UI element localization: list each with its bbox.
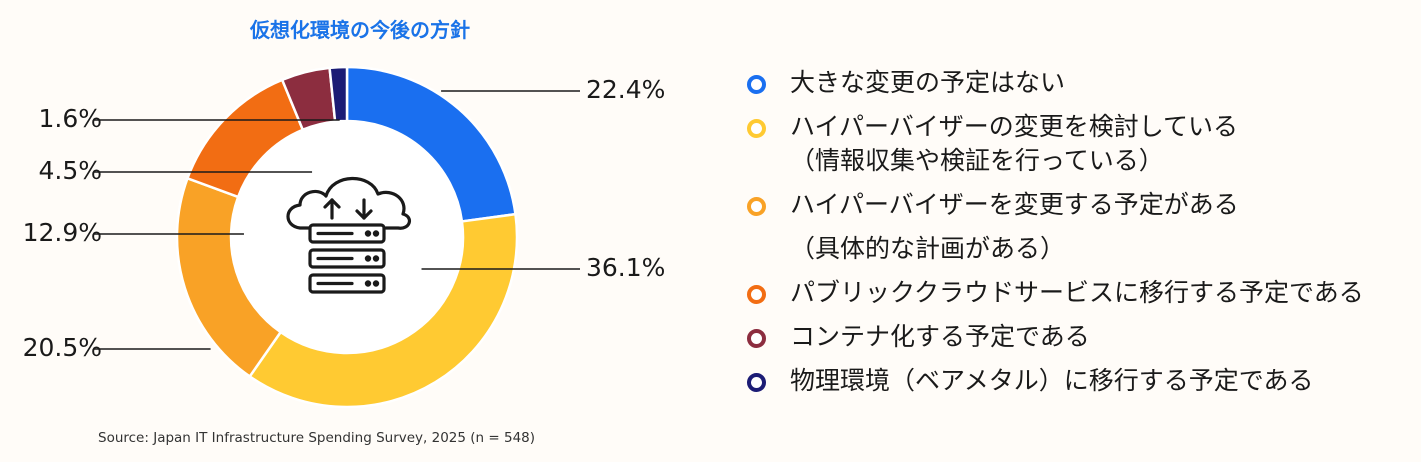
legend-item: ハイパーバイザーの変更を検討している （情報収集や検証を行っている） [744,110,1414,178]
data-label: 12.9% [23,218,102,247]
legend-item: パブリッククラウドサービスに移行する予定である [744,276,1414,310]
cloud-server-icon [286,176,412,294]
legend-item: コンテナ化する予定である [744,320,1414,354]
chart-title: 仮想化環境の今後の方針 [250,18,470,42]
legend-label: ハイパーバイザーを変更する予定がある [790,190,1239,219]
data-label: 4.5% [38,156,102,185]
legend-label: 物理環境（ベアメタル）に移行する予定である [790,366,1314,395]
legend-label: ハイパーバイザーの変更を検討している [790,112,1239,141]
legend-item: 物理環境（ベアメタル）に移行する予定である [744,364,1414,398]
legend-label: （情報収集や検証を行っている） [790,146,1164,175]
donut-chart: 22.4% 36.1% 20.5% 12.9% 4.5% 1.6% [23,65,666,409]
legend-marker-icon [747,197,766,216]
legend-marker-icon [747,329,766,348]
data-labels: 22.4% 36.1% 20.5% 12.9% 4.5% 1.6% [23,75,666,362]
legend-label: 大きな変更の予定はない [790,68,1066,97]
data-label: 36.1% [586,253,665,282]
data-label: 1.6% [38,104,102,133]
legend-marker-icon [747,75,766,94]
legend-item: ハイパーバイザーを変更する予定がある （具体的な計画がある） [744,188,1414,266]
legend-marker-icon [747,373,766,392]
data-label: 20.5% [23,333,102,362]
data-label: 22.4% [586,75,665,104]
source-note: Source: Japan IT Infrastructure Spending… [98,430,536,446]
legend-marker-icon [747,285,766,304]
legend-item: 大きな変更の予定はない [744,66,1414,100]
legend-label: コンテナ化する予定である [790,322,1090,351]
legend: 大きな変更の予定はないハイパーバイザーの変更を検討している （情報収集や検証を行っ… [744,66,1414,398]
legend-label: （具体的な計画がある） [790,234,1066,263]
leader-lines [94,90,580,350]
legend-label: パブリッククラウドサービスに移行する予定である [790,278,1364,307]
legend-marker-icon [747,119,766,138]
